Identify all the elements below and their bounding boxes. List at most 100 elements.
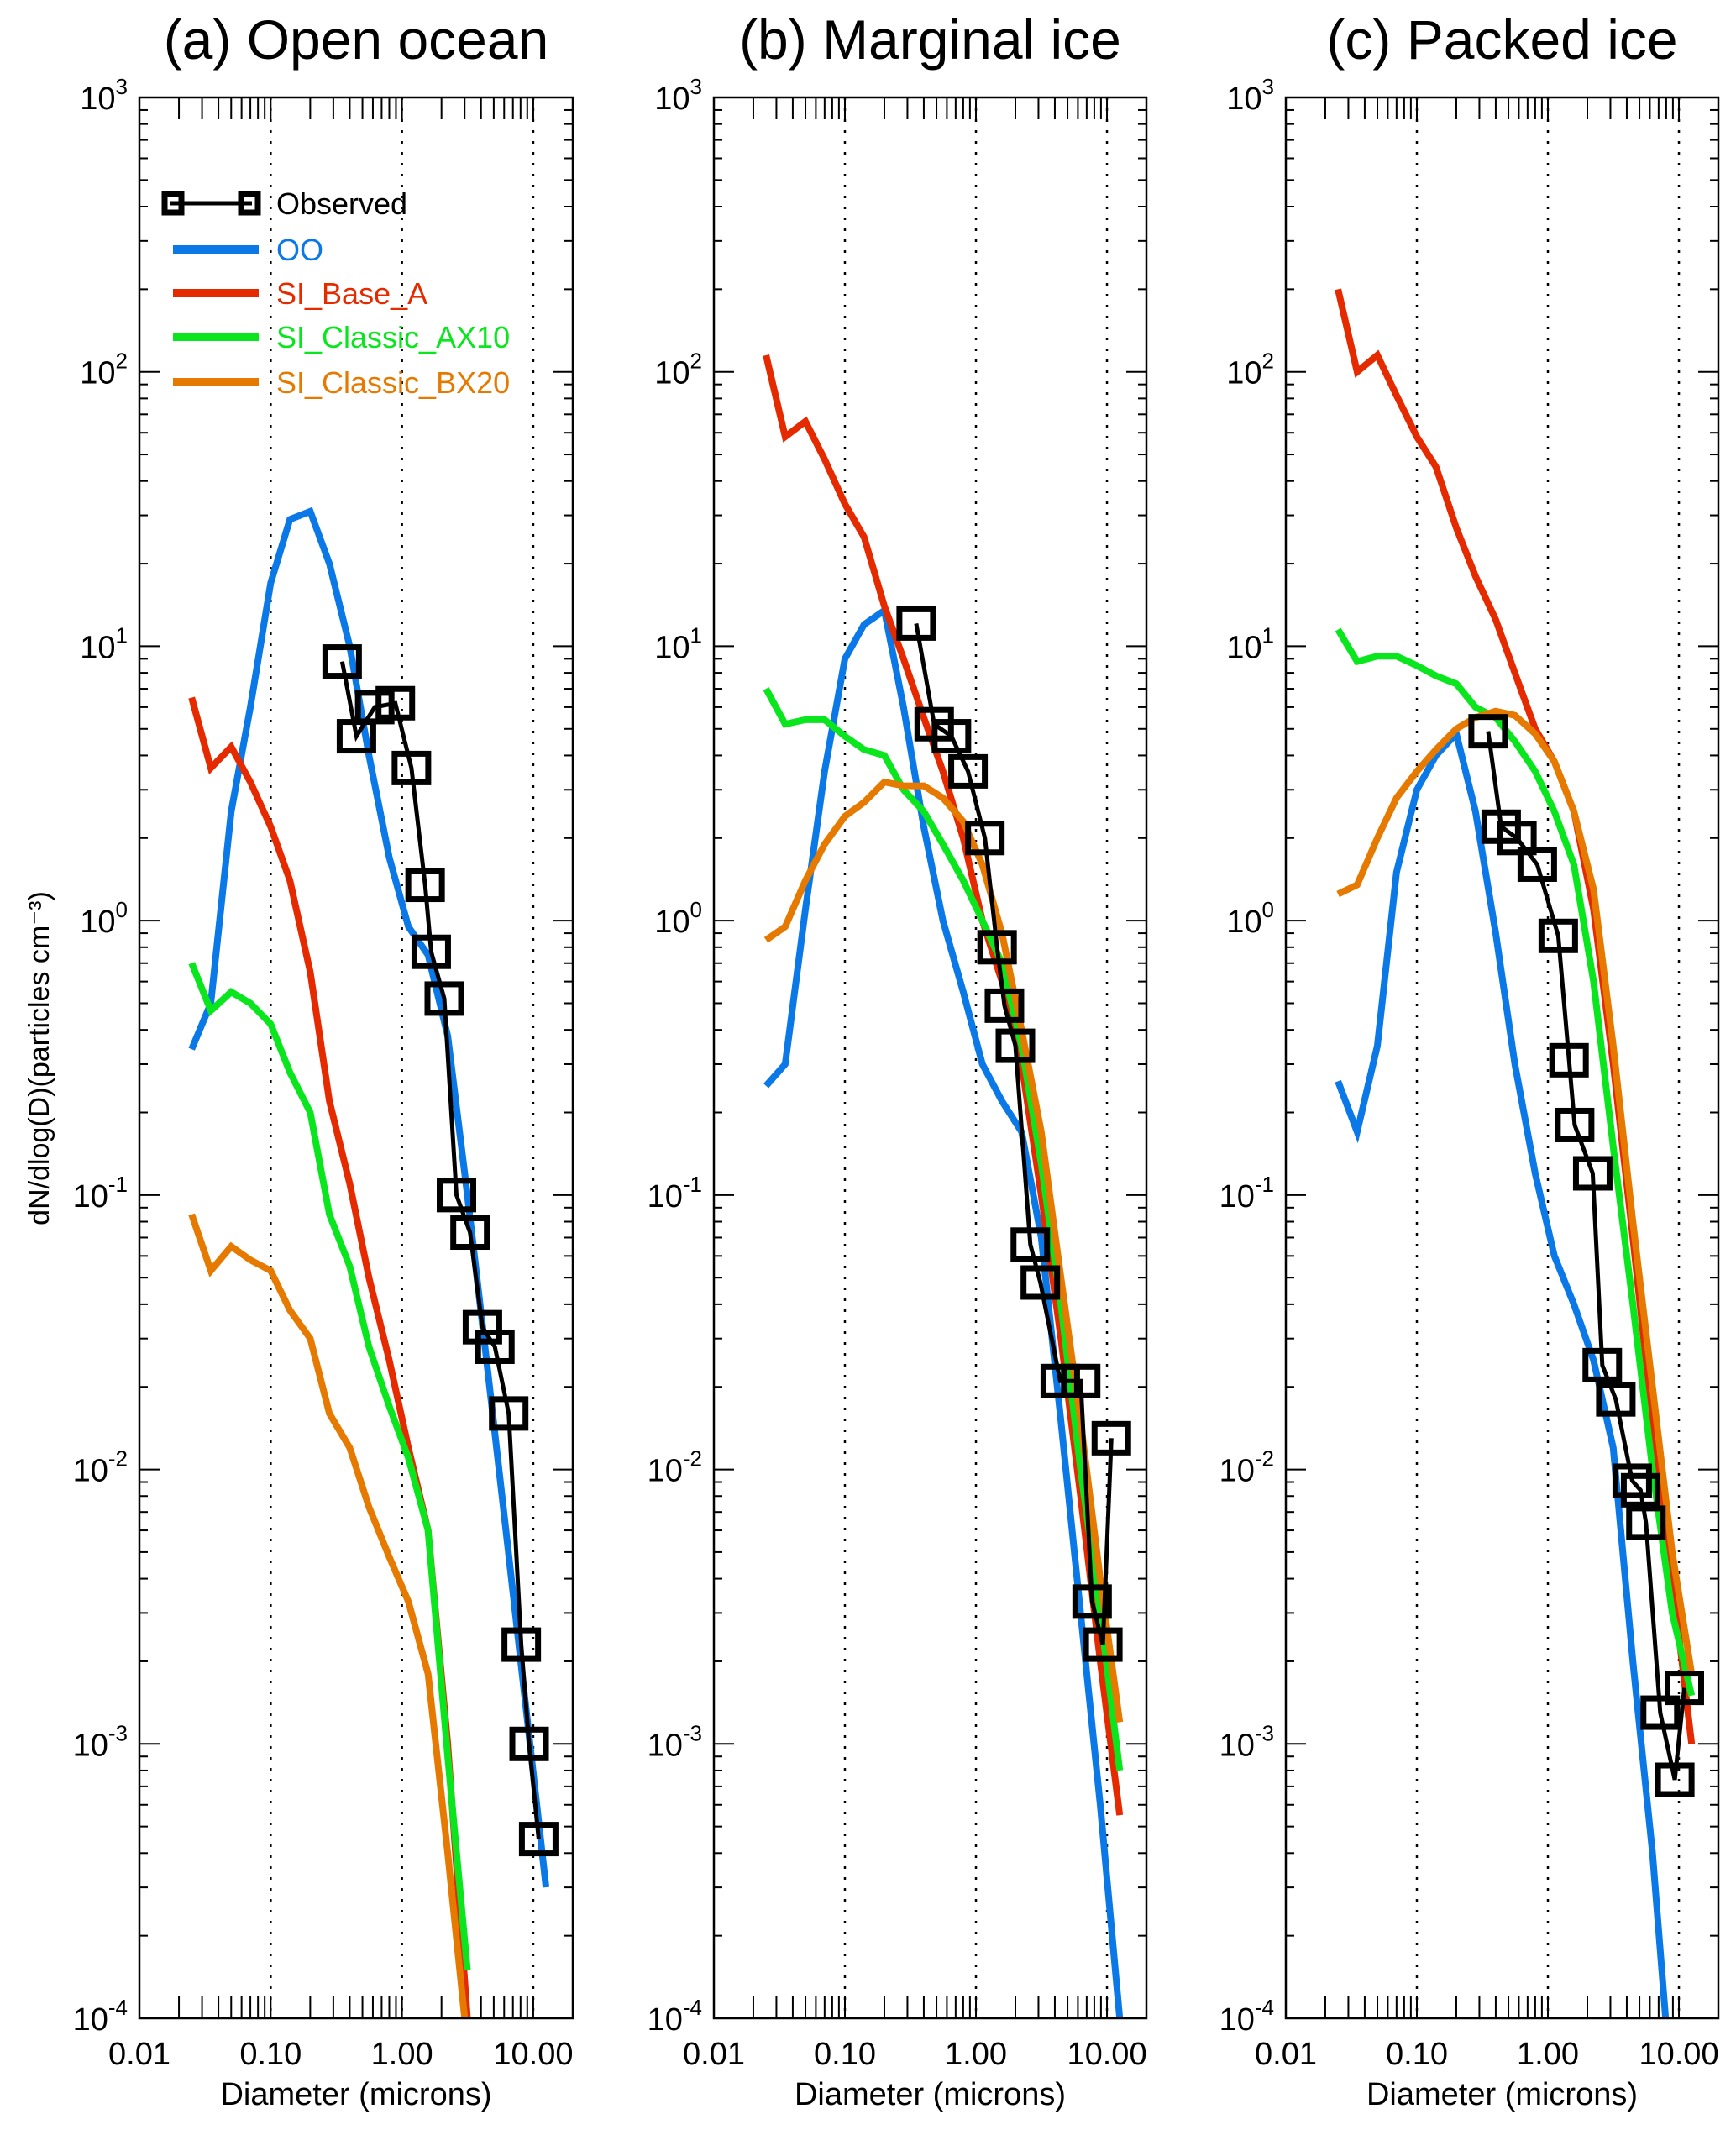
y-tick-base: 10 — [1226, 81, 1261, 117]
x-tick-label: 0.10 — [1386, 2037, 1448, 2072]
observed-marker — [450, 1215, 490, 1251]
y-tick-exponent: 2 — [690, 349, 702, 374]
observed-marker — [411, 934, 451, 969]
y-tick-base: 10 — [73, 1728, 108, 1763]
series-line-SI_Base_A — [763, 354, 1124, 1816]
x-tick-label: 1.00 — [945, 2037, 1007, 2072]
y-tick-exponent: 2 — [1262, 349, 1274, 374]
observed-line — [339, 661, 541, 1839]
y-tick-base: 10 — [1226, 905, 1261, 940]
observed-marker — [896, 606, 936, 641]
observed-marker — [1072, 1584, 1112, 1619]
series-line-SI_Base_A — [1335, 288, 1696, 1744]
y-tick-label: 101 — [654, 622, 702, 665]
y-tick-exponent: -2 — [1255, 1446, 1274, 1472]
y-tick-base: 10 — [80, 905, 115, 940]
y-tick-exponent: 1 — [1262, 622, 1274, 648]
y-tick-base: 10 — [80, 630, 115, 665]
y-tick-exponent: -4 — [683, 1995, 702, 2020]
observed-marker — [1040, 1363, 1080, 1398]
y-tick-exponent: 1 — [116, 622, 128, 648]
x-tick-label: 1.00 — [371, 2037, 433, 2072]
x-tick-label: 0.10 — [814, 2037, 876, 2072]
y-tick-exponent: -3 — [683, 1720, 702, 1745]
observed-marker — [1061, 1363, 1101, 1398]
y-tick-base: 10 — [73, 1454, 108, 1489]
observed-marker — [1020, 1265, 1061, 1300]
observed-marker — [509, 1726, 549, 1761]
y-tick-base: 10 — [648, 1454, 683, 1489]
panel-1: (b) Marginal ice10310210110010-110-210-3… — [648, 8, 1148, 2112]
observed-marker — [977, 930, 1017, 965]
plot-frame — [138, 96, 574, 2020]
x-axis-label: Diameter (microns) — [795, 2077, 1066, 2112]
y-tick-label: 100 — [1226, 897, 1274, 940]
x-axis-label: Diameter (microns) — [220, 2077, 491, 2112]
observed-marker — [1620, 1472, 1660, 1508]
plot-frame — [1284, 96, 1720, 2020]
y-tick-label: 101 — [80, 622, 128, 665]
series-line-SI_Classic_AX10 — [188, 962, 471, 1970]
observed-marker — [501, 1627, 542, 1662]
legend-marker — [161, 191, 185, 216]
legend-label: Observed — [276, 186, 407, 221]
legend-marker — [238, 191, 261, 216]
y-tick-base: 10 — [648, 1179, 683, 1215]
y-tick-exponent: -2 — [683, 1446, 702, 1472]
y-tick-label: 10-1 — [648, 1172, 702, 1215]
series-line-SI_Classic_AX10 — [763, 687, 1124, 1771]
observed-marker — [405, 868, 445, 903]
y-tick-label: 103 — [1226, 74, 1274, 117]
y-tick-base: 10 — [80, 81, 115, 117]
legend-label: SI_Classic_BX20 — [276, 365, 510, 400]
series-line-OO — [1335, 727, 1670, 2018]
observed-marker — [1640, 1695, 1681, 1730]
y-tick-base: 10 — [80, 356, 115, 391]
x-tick-label: 0.01 — [108, 2037, 170, 2072]
observed-marker — [984, 988, 1025, 1023]
observed-marker — [518, 1822, 559, 1857]
x-tick-label: 10.00 — [493, 2037, 573, 2072]
y-tick-exponent: -4 — [1255, 1995, 1274, 2020]
y-tick-exponent: -4 — [108, 1995, 128, 2020]
y-tick-base: 10 — [654, 630, 690, 665]
x-tick-label: 10.00 — [1067, 2037, 1146, 2072]
y-tick-base: 10 — [1219, 1454, 1255, 1489]
y-tick-exponent: -1 — [1255, 1172, 1274, 1197]
observed-marker — [489, 1396, 529, 1431]
y-tick-label: 10-3 — [73, 1720, 128, 1763]
y-axis-label: dN/dlog(D)(particles cm⁻³) — [24, 891, 55, 1225]
y-tick-label: 102 — [654, 349, 702, 391]
y-tick-exponent: -1 — [683, 1172, 702, 1197]
x-tick-label: 0.01 — [683, 2037, 745, 2072]
observed-marker — [475, 1329, 515, 1364]
series-line-OO — [763, 605, 1124, 2018]
series-group — [763, 354, 1131, 2018]
observed-marker — [1555, 1107, 1595, 1142]
series-line-SI_Classic_BX20 — [1336, 707, 1696, 1675]
observed-marker — [462, 1309, 502, 1345]
series-line-SI_Classic_BX20 — [188, 1213, 469, 2018]
x-tick-label: 1.00 — [1517, 2037, 1579, 2072]
legend-label: SI_Base_A — [276, 276, 427, 311]
observed-marker — [1010, 1227, 1051, 1262]
y-tick-base: 10 — [73, 1179, 108, 1215]
y-tick-label: 10-2 — [1219, 1446, 1274, 1489]
observed-marker — [1596, 1382, 1636, 1417]
y-tick-base: 10 — [654, 81, 690, 117]
observed-marker — [1572, 1156, 1613, 1191]
observed-marker — [1582, 1347, 1623, 1382]
legend: Observed OO SI_Base_A SI_Classic_AX10 SI_Cla… — [161, 186, 510, 400]
y-tick-exponent: 3 — [690, 74, 702, 99]
y-tick-label: 10-4 — [648, 1995, 702, 2038]
y-tick-label: 10-3 — [648, 1720, 702, 1763]
series-group — [188, 506, 559, 2018]
y-tick-exponent: 2 — [116, 349, 128, 374]
panel-title: (a) Open ocean — [164, 8, 549, 71]
x-tick-label: 0.01 — [1255, 2037, 1317, 2072]
panel-0: (a) Open ocean10310210110010-110-210-310… — [73, 8, 574, 2112]
observed-marker — [1538, 918, 1578, 953]
y-tick-label: 101 — [1226, 622, 1274, 665]
x-tick-label: 10.00 — [1639, 2037, 1718, 2072]
